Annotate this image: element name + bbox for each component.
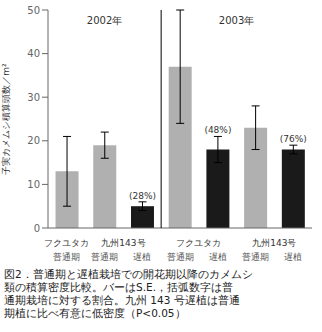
svg-text:0: 0	[34, 223, 40, 234]
svg-text:フクユタカ: フクユタカ	[44, 238, 89, 248]
svg-text:30: 30	[27, 92, 40, 103]
svg-text:10: 10	[27, 179, 40, 190]
svg-text:(48%): (48%)	[204, 125, 231, 135]
svg-text:子実カメムシ積算頭数／m²: 子実カメムシ積算頭数／m²	[8, 63, 11, 175]
html-text:図2．普通期と遅植栽培での開花期以降のカメムシ: 図2．普通期と遅植栽培での開花期以降のカメムシ	[4, 268, 253, 280]
svg-text:50: 50	[27, 5, 40, 16]
svg-text:普通期: 普通期	[91, 252, 118, 262]
svg-text:(76%): (76%)	[280, 134, 307, 144]
svg-text:40: 40	[27, 48, 40, 59]
html-text:類の積算密度比較。バーはS.E.，括弧数字は普: 類の積算密度比較。バーはS.E.，括弧数字は普	[4, 281, 233, 293]
svg-text:2002年: 2002年	[87, 15, 122, 26]
svg-text:遅植: 遅植	[284, 252, 302, 262]
svg-text:普通期: 普通期	[167, 252, 194, 262]
svg-text:(28%): (28%)	[129, 191, 156, 201]
svg-text:フクユタカ: フクユタカ	[176, 238, 221, 248]
svg-text:九州143号: 九州143号	[101, 238, 145, 248]
html-text:通期栽培に対する割合。九州 143 号遅植は普通: 通期栽培に対する割合。九州 143 号遅植は普通	[4, 294, 240, 306]
svg-text:九州143号: 九州143号	[252, 238, 296, 248]
svg-text:遅植: 遅植	[209, 252, 227, 262]
svg-text:2003年: 2003年	[219, 15, 254, 26]
html-text:期植に比べ有意に低密度（P<0.05）: 期植に比べ有意に低密度（P<0.05）	[4, 307, 186, 319]
svg-text:普通期: 普通期	[53, 252, 80, 262]
svg-text:普通期: 普通期	[242, 252, 269, 262]
svg-text:20: 20	[27, 135, 40, 146]
svg-text:遅植: 遅植	[133, 252, 151, 262]
